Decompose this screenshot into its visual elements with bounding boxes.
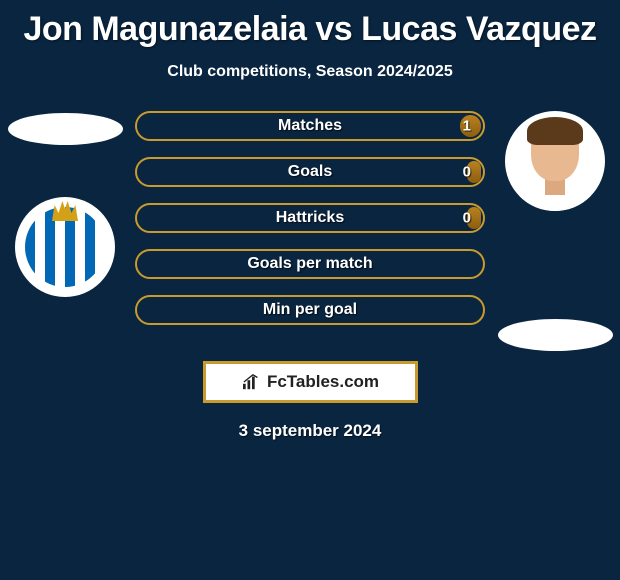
- comparison-content: Matches 1 Goals 0 Hattricks 0 Goals per …: [0, 111, 620, 351]
- page-subtitle: Club competitions, Season 2024/2025: [0, 63, 620, 81]
- page-title: Jon Magunazelaia vs Lucas Vazquez: [0, 0, 620, 49]
- stat-bar-hattricks: Hattricks 0: [135, 203, 485, 233]
- crown-icon: [52, 201, 78, 221]
- stat-label: Goals per match: [247, 255, 372, 273]
- stat-label: Min per goal: [263, 301, 357, 319]
- chart-icon: [241, 373, 263, 391]
- stat-label: Hattricks: [276, 209, 344, 227]
- stat-value: 0: [463, 210, 471, 227]
- player-right-column: [495, 111, 615, 351]
- stat-bar-matches: Matches 1: [135, 111, 485, 141]
- club-badge-right-placeholder: [498, 319, 613, 351]
- stat-value: 0: [463, 164, 471, 181]
- player-right-avatar: [505, 111, 605, 211]
- stat-label: Matches: [278, 117, 342, 135]
- player-left-placeholder: [8, 113, 123, 145]
- stat-bar-goals: Goals 0: [135, 157, 485, 187]
- brand-footer: FcTables.com: [203, 361, 418, 403]
- real-sociedad-badge-icon: [25, 207, 105, 287]
- stat-label: Goals: [288, 163, 332, 181]
- brand-text: FcTables.com: [267, 372, 379, 392]
- hair-shape: [527, 117, 583, 145]
- player-left-column: [5, 111, 125, 351]
- stat-bars: Matches 1 Goals 0 Hattricks 0 Goals per …: [125, 111, 495, 351]
- stat-bar-min-per-goal: Min per goal: [135, 295, 485, 325]
- club-badge-left: [15, 197, 115, 297]
- date-text: 3 september 2024: [0, 421, 620, 441]
- stat-bar-goals-per-match: Goals per match: [135, 249, 485, 279]
- stat-value: 1: [463, 118, 471, 135]
